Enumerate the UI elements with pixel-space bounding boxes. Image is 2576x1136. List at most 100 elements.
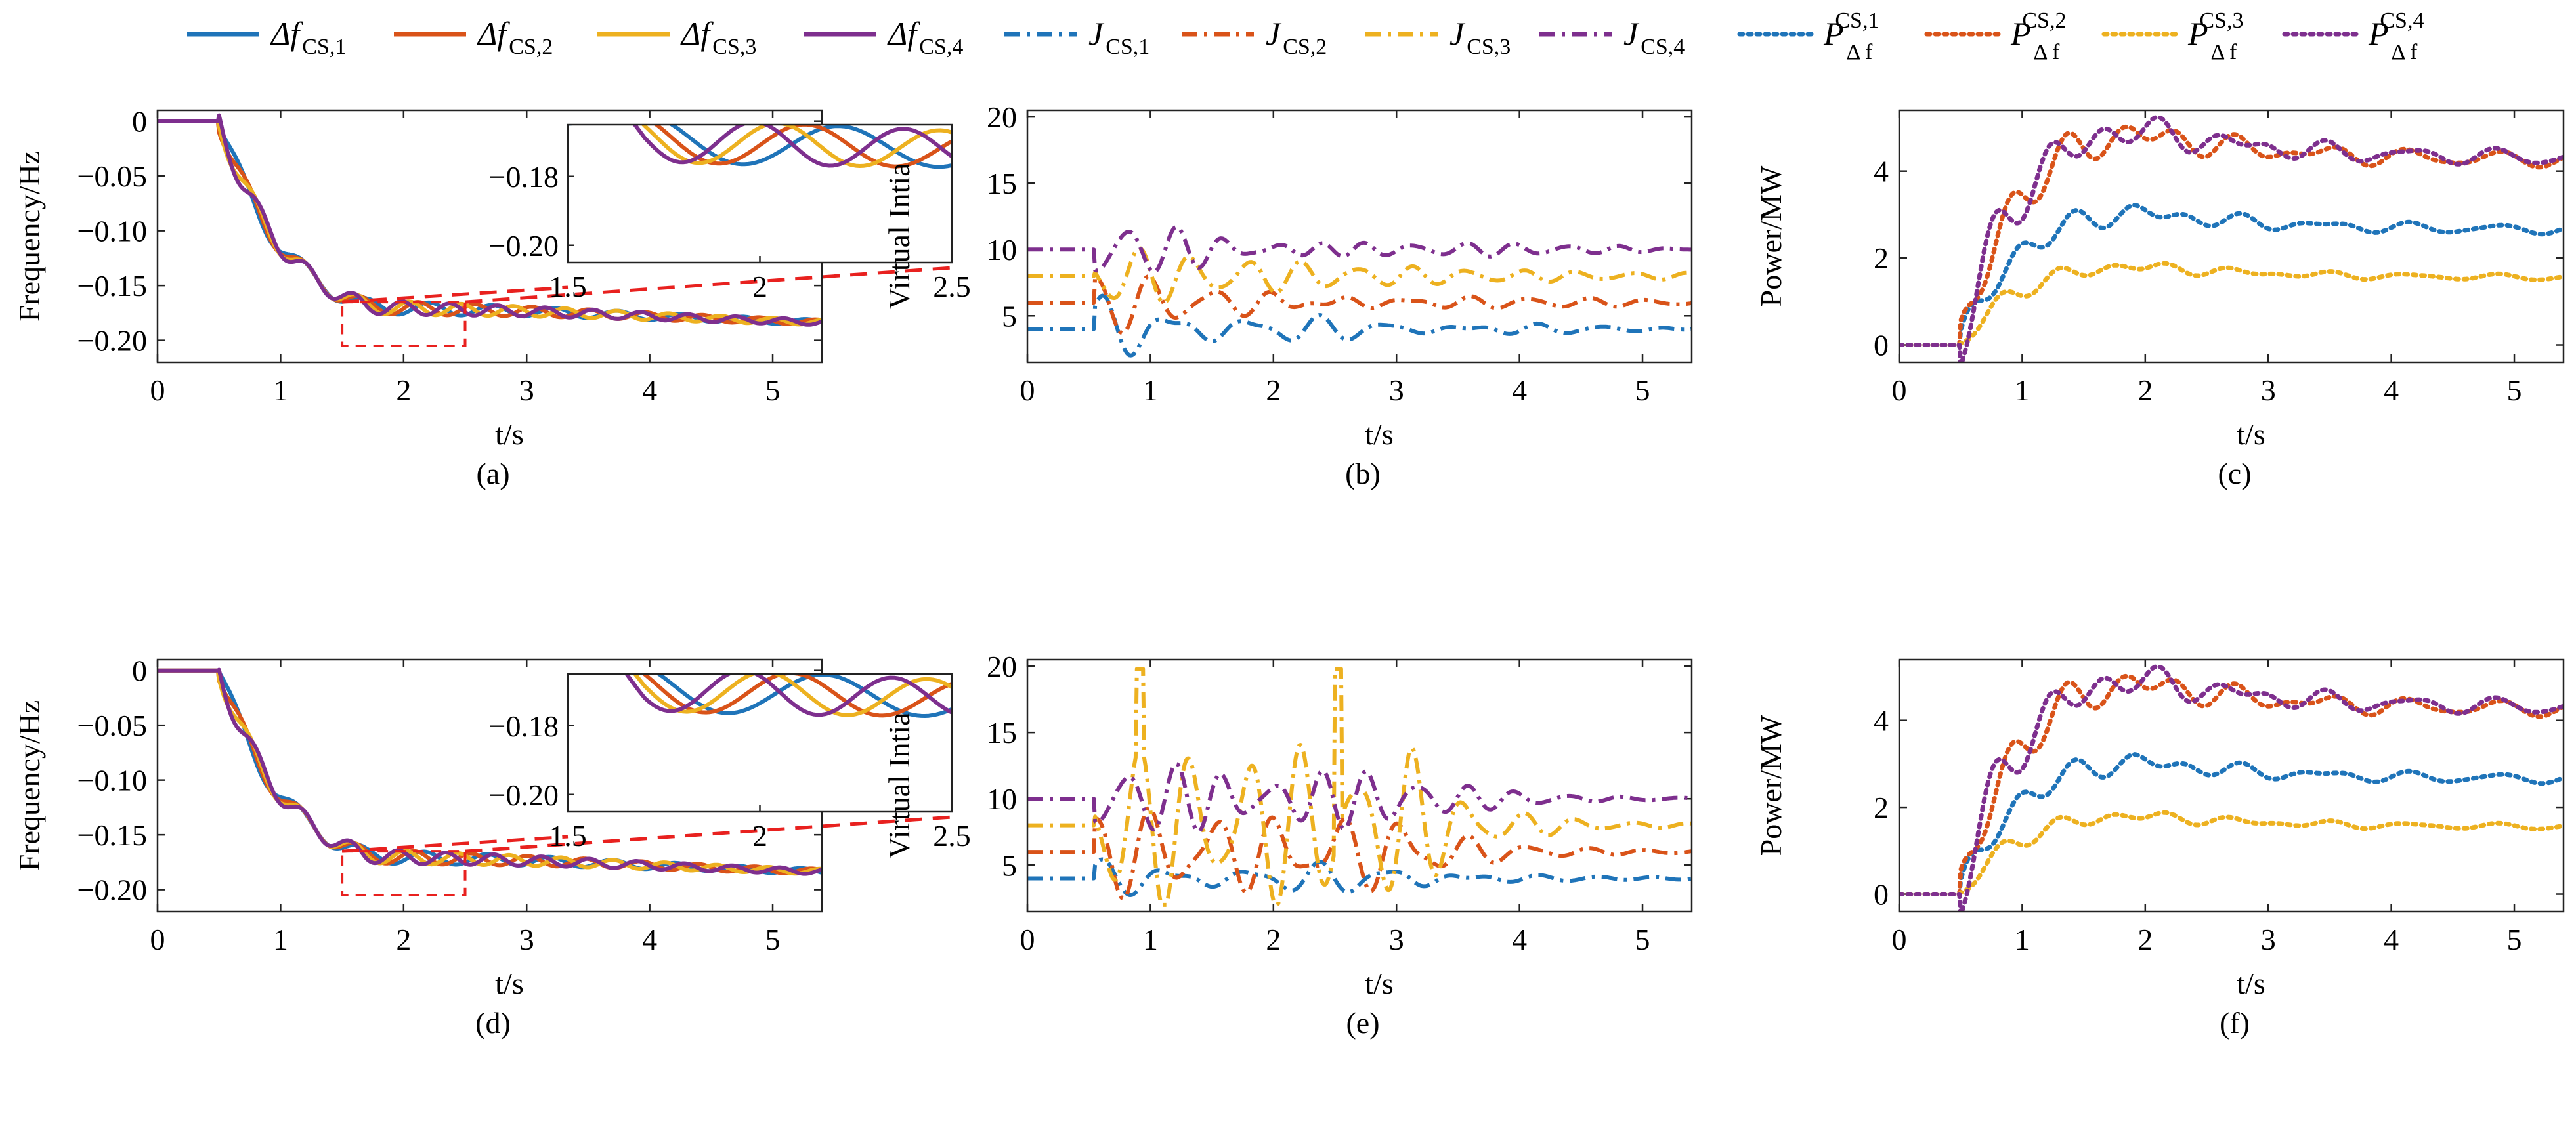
legend-label: Δf CS,4 xyxy=(887,15,963,59)
legend-entry-j2: J CS,2 xyxy=(1182,15,1327,59)
y-tick-label: −0.05 xyxy=(77,159,147,193)
panel-e: 0 1 2 3 4 5 5 10 15 20 t/s Virtual Intia (e) xyxy=(882,650,1693,1040)
x-tick-label: 5 xyxy=(2507,373,2522,407)
x-tick-label: 1 xyxy=(273,373,288,407)
y-tick-label: 5 xyxy=(1002,299,1017,333)
legend-label: J CS,4 xyxy=(1623,15,1685,59)
series-line-2 xyxy=(1027,806,1692,901)
legend-entry-p2: PΔ fCS,2 xyxy=(1924,9,2066,64)
x-tick-label: 1 xyxy=(273,923,288,956)
y-tick-label: −0.20 xyxy=(77,873,147,907)
y-tick-label: 5 xyxy=(1002,849,1017,882)
x-tick-label: 2 xyxy=(2137,923,2153,956)
x-tick-label: 3 xyxy=(2261,923,2276,956)
y-axis-label: Frequency/Hz xyxy=(12,151,46,322)
inset-y-tick-label: −0.18 xyxy=(489,160,559,194)
zoom-connector xyxy=(341,835,569,853)
inset-x-tick-label: 1.5 xyxy=(549,819,587,852)
panel-caption: (d) xyxy=(475,1006,511,1040)
inset-x-tick-label: 2.5 xyxy=(933,270,971,303)
legend-label: PΔ fCS,1 xyxy=(1823,9,1879,64)
x-tick-label: 2 xyxy=(2137,373,2153,407)
x-tick-label: 5 xyxy=(765,923,781,956)
inset-series-line-1 xyxy=(568,125,952,169)
y-tick-label: 0 xyxy=(1874,329,1889,362)
inset-x-tick-label: 1.5 xyxy=(549,270,587,303)
x-tick-label: 1 xyxy=(1143,923,1158,956)
y-tick-label: 15 xyxy=(987,716,1017,749)
inset-series-line-2 xyxy=(641,674,952,718)
axis-frame xyxy=(1026,658,1693,913)
y-axis-label: Virtual Intia xyxy=(882,163,916,309)
x-tick-label: 3 xyxy=(519,373,534,407)
series-line-2 xyxy=(1027,274,1692,335)
y-tick-label: 0 xyxy=(132,654,147,688)
y-axis-label: Power/MW xyxy=(1754,715,1788,856)
inset-axes: 1.5 2 2.5 −0.18 −0.20 xyxy=(489,123,971,303)
series-line-4 xyxy=(158,667,822,876)
legend-label: J CS,1 xyxy=(1088,15,1149,59)
inset-series-line-4 xyxy=(632,125,952,168)
legend-label: J CS,2 xyxy=(1266,15,1327,59)
x-tick-label: 0 xyxy=(150,923,165,956)
x-tick-label: 2 xyxy=(396,923,411,956)
x-axis-label: t/s xyxy=(1365,967,1393,1000)
series-group xyxy=(158,113,822,327)
x-tick-label: 4 xyxy=(642,923,657,956)
x-tick-label: 0 xyxy=(1020,373,1035,407)
x-tick-label: 5 xyxy=(765,373,781,407)
y-tick-label: 2 xyxy=(1874,242,1889,275)
x-tick-label: 2 xyxy=(1266,373,1281,407)
legend-entry-df4: Δf CS,4 xyxy=(804,15,963,59)
inset-x-tick-label: 2 xyxy=(752,819,767,852)
y-tick-label: 2 xyxy=(1874,791,1889,824)
legend-entry-p4: PΔ fCS,4 xyxy=(2282,9,2424,64)
y-tick-label: −0.15 xyxy=(77,269,147,303)
x-tick-label: 3 xyxy=(519,923,534,956)
panel-caption: (a) xyxy=(476,457,509,490)
series-line-4 xyxy=(158,113,822,327)
legend-entry-j3: J CS,3 xyxy=(1365,15,1511,59)
inset-x-tick-label: 2.5 xyxy=(933,819,971,852)
zoom-region xyxy=(341,850,467,896)
inset-series-line-3 xyxy=(641,125,952,168)
x-tick-label: 0 xyxy=(1020,923,1035,956)
y-tick-label: −0.10 xyxy=(77,764,147,797)
x-tick-label: 1 xyxy=(2015,373,2030,407)
legend-entry-df1: Δf CS,1 xyxy=(187,15,346,59)
legend-entry-df2: Δf CS,2 xyxy=(394,15,553,59)
y-tick-label: 20 xyxy=(987,100,1017,134)
x-tick-label: 3 xyxy=(1389,373,1404,407)
y-tick-label: 20 xyxy=(987,650,1017,683)
x-tick-label: 2 xyxy=(1266,923,1281,956)
series-line-4 xyxy=(1899,664,2564,912)
inset-series-group xyxy=(568,125,952,169)
series-line-3 xyxy=(1027,667,1692,907)
legend-label: Δf CS,1 xyxy=(270,15,346,59)
x-axis-label: t/s xyxy=(495,417,523,451)
legend-entry-df3: Δf CS,3 xyxy=(597,15,756,59)
series-line-4 xyxy=(1899,115,2564,362)
legend: Δf CS,1 Δf CS,2 Δf CS,3 Δf CS,4 J CS,1 J CS,2 J CS,3 J… xyxy=(187,9,2424,64)
y-axis-label: Frequency/Hz xyxy=(12,700,46,872)
series-line-1 xyxy=(1027,293,1692,358)
x-axis-label: t/s xyxy=(495,967,523,1000)
inset-y-tick-label: −0.18 xyxy=(489,709,559,743)
inset-series-line-4 xyxy=(624,674,952,717)
inset-axes: 1.5 2 2.5 −0.18 −0.20 xyxy=(489,673,971,852)
y-tick-label: 4 xyxy=(1874,704,1889,738)
y-tick-label: −0.20 xyxy=(77,324,147,358)
y-tick-label: 15 xyxy=(987,167,1017,200)
x-tick-label: 3 xyxy=(1389,923,1404,956)
series-line-3 xyxy=(1027,246,1692,305)
series-line-1 xyxy=(1027,857,1692,897)
x-tick-label: 5 xyxy=(1635,373,1650,407)
zoom-connector xyxy=(341,285,569,304)
series-group xyxy=(1027,224,1692,358)
inset-x-tick-label: 2 xyxy=(752,270,767,303)
y-axis-label: Power/MW xyxy=(1754,165,1788,306)
x-axis-label: t/s xyxy=(1365,417,1393,451)
y-tick-label: 10 xyxy=(987,782,1017,816)
series-group xyxy=(1027,667,1692,907)
